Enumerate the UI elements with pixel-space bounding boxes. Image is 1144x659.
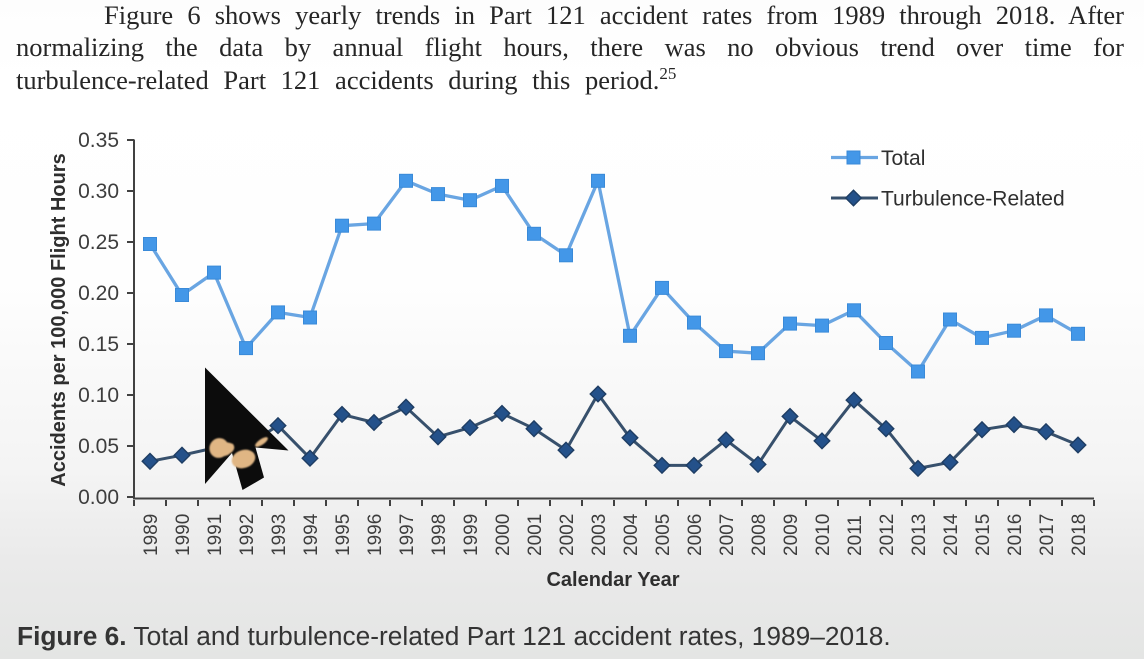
svg-text:2013: 2013 (909, 514, 930, 556)
svg-text:2001: 2001 (525, 514, 546, 556)
svg-text:1998: 1998 (429, 514, 450, 556)
svg-text:0.30: 0.30 (78, 180, 119, 203)
svg-text:1994: 1994 (301, 513, 322, 556)
svg-text:0.20: 0.20 (78, 282, 119, 305)
svg-text:2005: 2005 (653, 514, 674, 556)
svg-text:2010: 2010 (813, 514, 834, 556)
svg-text:2016: 2016 (1005, 514, 1026, 556)
svg-text:1991: 1991 (205, 514, 226, 556)
svg-text:0.00: 0.00 (78, 486, 119, 509)
svg-text:2004: 2004 (621, 513, 642, 556)
svg-text:1996: 1996 (365, 514, 386, 556)
svg-text:0.25: 0.25 (78, 231, 119, 254)
svg-text:Accidents per 100,000 Flight H: Accidents per 100,000 Flight Hours (48, 153, 70, 486)
svg-text:Turbulence-Related: Turbulence-Related (881, 188, 1065, 211)
svg-text:2011: 2011 (845, 515, 866, 556)
svg-text:2007: 2007 (717, 514, 738, 556)
svg-text:2015: 2015 (973, 514, 994, 556)
svg-text:1993: 1993 (269, 514, 290, 556)
svg-text:1989: 1989 (141, 514, 162, 556)
svg-text:Calendar Year: Calendar Year (546, 569, 679, 591)
svg-text:2017: 2017 (1037, 514, 1058, 556)
svg-text:0.05: 0.05 (78, 435, 119, 458)
svg-text:0.15: 0.15 (78, 333, 119, 356)
svg-text:2014: 2014 (941, 513, 962, 556)
svg-text:1997: 1997 (397, 514, 418, 556)
svg-text:2003: 2003 (589, 514, 610, 556)
svg-text:0.10: 0.10 (78, 384, 119, 407)
svg-text:1990: 1990 (173, 514, 194, 556)
svg-text:2006: 2006 (685, 514, 706, 556)
svg-text:2000: 2000 (493, 514, 514, 556)
svg-text:1999: 1999 (461, 514, 482, 556)
svg-text:2008: 2008 (749, 514, 770, 556)
svg-text:1992: 1992 (237, 514, 258, 556)
svg-text:0.35: 0.35 (78, 129, 119, 152)
svg-text:2009: 2009 (781, 514, 802, 556)
svg-text:2018: 2018 (1069, 514, 1090, 556)
svg-text:2012: 2012 (877, 514, 898, 556)
svg-text:Total: Total (881, 147, 925, 170)
svg-text:2002: 2002 (557, 514, 578, 556)
svg-text:1995: 1995 (333, 514, 354, 556)
